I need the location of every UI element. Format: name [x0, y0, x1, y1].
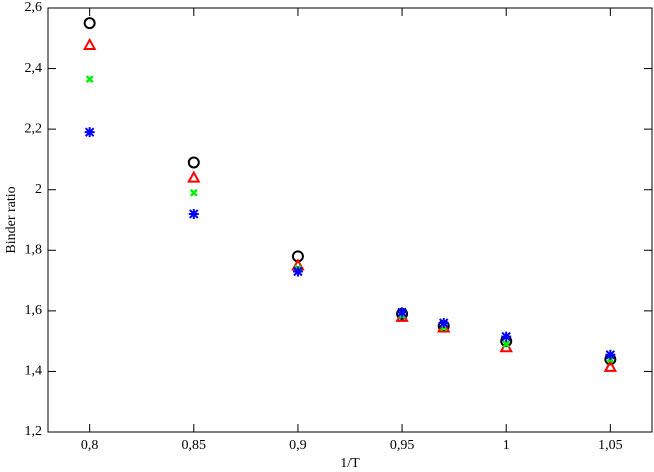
x-tick-label: 1,05 — [598, 438, 623, 453]
data-point — [188, 208, 199, 219]
data-point — [292, 266, 303, 277]
data-point — [187, 156, 200, 169]
y-tick-label: 2,4 — [25, 61, 43, 76]
y-axis-label: Binder ratio — [4, 186, 19, 253]
data-point — [189, 188, 198, 197]
x-tick-label: 1 — [503, 438, 510, 453]
y-tick-label: 2,2 — [25, 121, 43, 136]
x-tick-label: 0,8 — [81, 438, 99, 453]
x-tick-label: 0,9 — [289, 438, 307, 453]
data-point — [437, 320, 451, 333]
data-point — [603, 359, 618, 372]
y-tick-label: 1,4 — [25, 364, 43, 379]
y-tick-label: 1,6 — [25, 303, 43, 318]
x-axis-label: 1/T — [340, 456, 360, 471]
data-point — [291, 250, 304, 263]
data-point — [84, 127, 95, 138]
data-point — [438, 317, 449, 328]
data-point — [187, 170, 201, 183]
data-point — [397, 307, 408, 318]
data-point — [605, 349, 616, 360]
x-tick-label: 0,95 — [390, 438, 415, 453]
data-point — [85, 75, 94, 84]
data-point — [83, 17, 96, 30]
plot-frame — [47, 7, 653, 433]
data-point — [502, 340, 511, 349]
y-tick-label: 1,2 — [25, 424, 43, 439]
y-tick-label: 2,6 — [25, 0, 43, 15]
x-tick-label: 0,85 — [182, 438, 207, 453]
y-tick-label: 2 — [35, 182, 42, 197]
y-tick-label: 1,8 — [25, 243, 43, 258]
data-point — [501, 331, 512, 342]
data-point — [82, 37, 97, 50]
